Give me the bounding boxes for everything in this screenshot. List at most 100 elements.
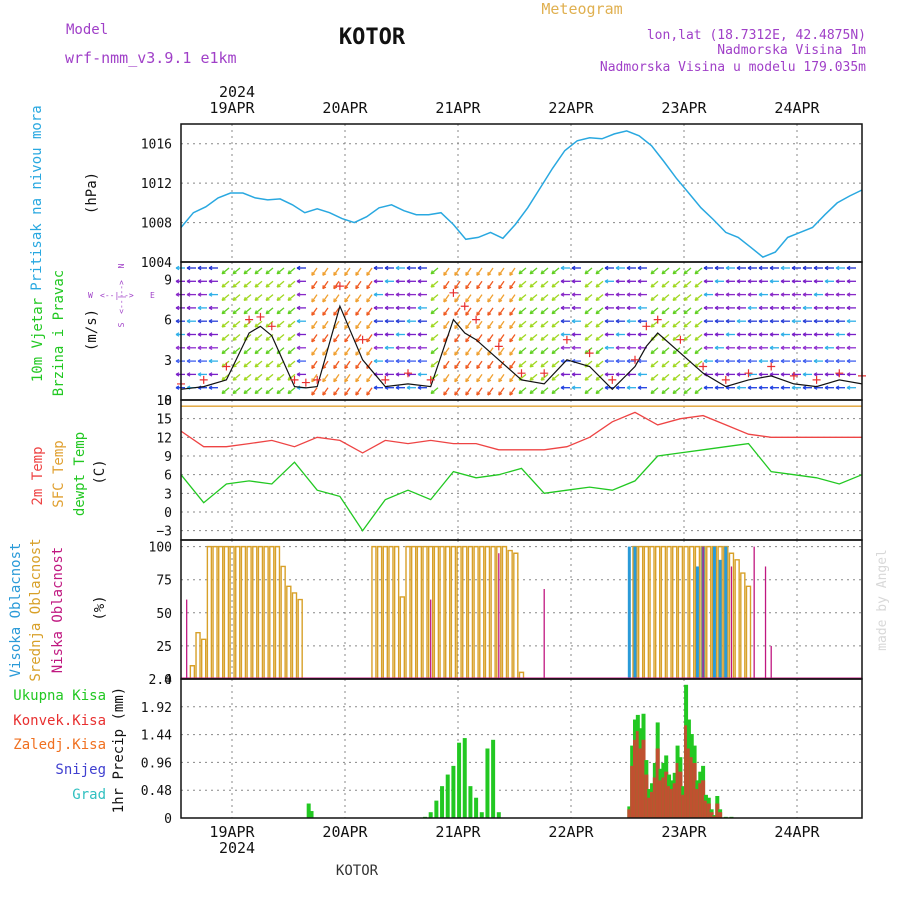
wind-title-1: 10m Vjetar [30, 298, 46, 382]
wind-arrowhead [802, 345, 807, 351]
precip-conv-bar [633, 739, 637, 818]
wind-arrowhead [604, 292, 609, 297]
precip-conv-bar [627, 809, 632, 818]
dewpoint-line [180, 442, 863, 532]
wind-speed-line [180, 304, 863, 391]
wind-arrowhead [430, 363, 435, 368]
top-day-label: 23APR [661, 99, 707, 117]
wind-arrowhead [265, 350, 270, 355]
wind-arrow [366, 387, 373, 396]
wind-arrowhead [265, 336, 270, 341]
wind-arrow [487, 307, 494, 316]
wind-arrow [254, 373, 263, 381]
mid-cloud-bar [445, 545, 451, 679]
wind-arrow [672, 280, 681, 288]
wind-arrow [232, 267, 241, 275]
wind-arrow [333, 267, 340, 276]
wind-arrow [518, 334, 527, 341]
mid-cloud-bar [706, 545, 712, 679]
wind-arrowhead [595, 390, 600, 395]
wind-arrow [584, 267, 593, 275]
wind-arrowhead [232, 296, 237, 301]
wind-arrowhead [395, 332, 400, 337]
wind-arrow [430, 360, 439, 368]
wind-arrowhead [758, 279, 763, 284]
wind-arrowhead [626, 318, 631, 324]
wind-arrowhead [430, 270, 435, 275]
wind-gust-mark [222, 362, 231, 371]
bottom-day-label: 21APR [435, 823, 481, 841]
precip-frozen-label: Zaledj.Kisa [13, 737, 106, 753]
wind-arrowhead [571, 265, 576, 271]
wind-arrowhead [604, 372, 609, 377]
wind-arrow [344, 334, 351, 343]
wind-arrowhead [498, 391, 503, 396]
wind-arrow [551, 360, 560, 368]
wind-arrowhead [540, 336, 545, 341]
wind-arrow [650, 387, 659, 394]
wind-arrowhead [802, 318, 807, 324]
wind-arrowhead [683, 323, 688, 328]
wind-arrow [661, 320, 670, 328]
bottom-day-label: 23APR [661, 823, 707, 841]
wind-arrow [487, 387, 494, 396]
precip-total-bar [479, 812, 484, 818]
precip-conv-bar [630, 765, 635, 818]
wind-arrowhead [395, 265, 400, 271]
wind-arrowhead [571, 279, 576, 284]
wind-arrowhead [769, 345, 774, 351]
precip-conv-bar [652, 777, 657, 818]
wind-arrowhead [406, 279, 411, 284]
pressure-line [180, 130, 863, 258]
wind-arrow [529, 360, 538, 368]
wind-arrow [509, 307, 516, 316]
temp-tick: 0 [164, 506, 172, 521]
wind-arrowhead [637, 292, 642, 297]
wind-arrowhead [835, 345, 840, 351]
wind-arrow [529, 280, 538, 288]
wind-arrowhead [430, 310, 435, 315]
wind-arrowhead [243, 376, 248, 381]
wind-arrowhead [430, 350, 435, 355]
wind-arrowhead [208, 385, 213, 390]
wind-arrowhead [694, 270, 699, 275]
wind-arrowhead [769, 279, 774, 284]
wind-arrow [540, 387, 549, 394]
wind-arrowhead [487, 351, 492, 356]
wind-arrow [672, 294, 681, 301]
wind-arrowhead [595, 270, 600, 275]
wind-arrowhead [311, 285, 316, 290]
wind-arrowhead [604, 358, 609, 364]
wind-arrowhead [551, 283, 556, 288]
precip-total-bar [309, 811, 314, 818]
wind-gust-mark [245, 315, 254, 324]
dir-s: S [117, 322, 126, 327]
wind-arrowhead [221, 376, 226, 381]
wind-arrowhead [703, 318, 708, 324]
wind-arrowhead [518, 296, 523, 301]
wind-arrowhead [476, 285, 481, 290]
wind-arrow [344, 360, 351, 369]
wind-arrowhead [584, 323, 589, 328]
wind-arrow [487, 267, 494, 276]
wind-arrowhead [637, 385, 642, 390]
precip-conv-bar [675, 762, 680, 818]
wind-arrow [443, 374, 450, 383]
wind-arrow [430, 387, 439, 394]
high-cloud-bar [724, 546, 728, 679]
wind-arrowhead [672, 336, 677, 341]
wind-arrow [265, 360, 274, 368]
wind-gust-mark [267, 322, 276, 331]
wind-arrowhead [175, 358, 180, 364]
wind-arrowhead [243, 363, 248, 368]
wind-arrow [509, 320, 516, 329]
wind-arrowhead [186, 332, 191, 337]
wind-arrow [221, 320, 230, 328]
wind-arrowhead [571, 385, 576, 390]
wind-arrowhead [736, 318, 741, 324]
wind-arrowhead [791, 265, 796, 271]
wind-arrowhead [287, 390, 292, 395]
wind-gust-mark [460, 302, 469, 311]
wind-arrowhead [780, 265, 785, 271]
wind-arrowhead [615, 358, 620, 364]
